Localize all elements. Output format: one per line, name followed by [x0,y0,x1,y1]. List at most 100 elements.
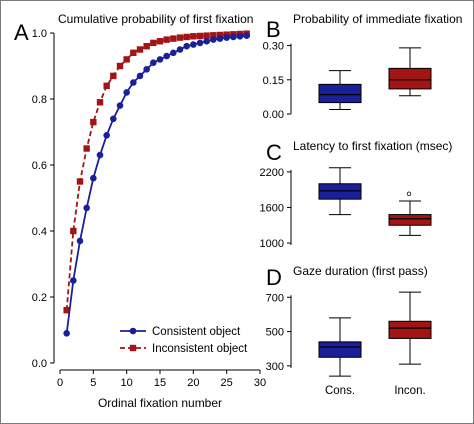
consistent-data-point [210,36,217,43]
panel-c-title: Latency to first fixation (msec) [293,139,452,153]
consistent-data-point [230,33,237,41]
consistent-data-point [103,132,110,139]
inconsistent-data-point [176,34,184,41]
y-tick-label: 700 [266,292,284,304]
y-tick-label: 500 [266,327,284,339]
x-tick-label: 10 [121,377,133,389]
inconsistent-data-point [156,38,164,45]
consistent-data-point [196,39,204,47]
x-tick-label: 20 [187,377,199,389]
x-tick-label: 5 [90,377,96,389]
legend-inconsistent-marker [129,344,137,352]
consistent-series-line [65,34,247,334]
panel-b-plot: 0.00 0.15 0.30 [263,41,432,121]
incon-outlier [406,191,412,197]
inconsistent-data-point [63,307,70,314]
consistent-data-point [163,52,170,60]
panel-a-letter: A [14,20,29,45]
inconsistent-data-point [103,82,110,89]
y-tick-label: 0.0 [32,358,47,370]
consistent-data-point [143,66,150,73]
legend-consistent-marker [129,327,137,335]
consistent-data-point [150,59,157,66]
consistent-data-point [170,49,177,57]
consistent-data-point [83,204,90,212]
panel-a-series [63,30,250,337]
inconsistent-data-point [143,43,150,50]
panel-c-letter: C [266,140,282,165]
consistent-data-point [183,42,190,50]
x-tick-label: 0 [57,377,63,389]
consistent-data-point [70,277,77,284]
panel-d-letter: D [266,265,282,290]
category-label-cons: Cons. [325,385,355,397]
incon-box [388,214,432,226]
panel-a: A Cumulative probability of first fixati… [14,12,266,410]
inconsistent-data-point [190,33,197,40]
consistent-data-point [243,32,250,39]
consistent-data-point [156,56,164,63]
cons-box [318,341,362,358]
y-tick-label: 0.2 [32,292,47,304]
panel-d-plot: 300 500 700 Cons. Incon. [266,291,432,397]
panel-a-axes: 0.0 0.2 0.4 0.6 0.8 1.0 0 5 10 15 20 25 30 [32,28,266,389]
panel-b-letter: B [266,17,281,42]
panel-b-title: Probability of immediate fixation [293,12,462,26]
y-tick-label: 0.8 [32,94,47,106]
incon-box [388,320,432,339]
consistent-data-point [190,41,197,48]
consistent-data-point [116,102,124,109]
consistent-data-point [90,174,97,182]
panel-d-title: Gaze duration (first pass) [293,264,428,278]
inconsistent-data-point [196,32,204,40]
inconsistent-data-point [96,99,104,106]
y-tick-label: 0.00 [263,109,284,121]
inconsistent-data-point [110,72,117,80]
consistent-data-point [123,89,130,96]
inconsistent-data-point [183,33,190,41]
panel-a-title: Cumulative probability of first fixation [58,12,253,26]
consistent-data-point [110,115,117,123]
inconsistent-data-point [203,32,210,39]
panel-b: B Probability of immediate fixation 0.00… [263,12,463,121]
inconsistent-data-point [90,118,97,126]
inconsistent-data-point [136,46,144,53]
consistent-data-point [96,151,104,159]
consistent-data-point [63,330,70,337]
inconsistent-data-point [130,49,137,56]
consistent-data-point [76,237,84,245]
inconsistent-series-line [65,32,247,311]
panel-a-x-axis-label: Ordinal fixation number [98,396,222,410]
inconsistent-data-point [83,145,90,152]
panel-c-plot: 1000 1600 2200 [260,167,432,250]
panel-c: C Latency to first fixation (msec) 10001… [260,139,453,250]
category-label-incon: Incon. [394,385,425,397]
consistent-data-point [176,46,184,53]
inconsistent-data-point [216,31,224,39]
y-tick-label: 300 [266,361,284,373]
inconsistent-data-point [116,62,124,70]
incon-box [388,67,432,90]
panel-d: D Gaze duration (first pass) 300 500 700 Co… [266,264,432,397]
x-tick-label: 25 [221,377,233,389]
y-tick-label: 1.0 [32,28,47,40]
inconsistent-data-point [76,178,84,185]
cons-box [318,83,362,104]
x-tick-label: 15 [154,377,166,389]
inconsistent-data-point [70,227,77,235]
inconsistent-data-point [210,32,217,39]
consistent-data-point [236,33,244,40]
x-tick-label: 30 [254,377,266,389]
inconsistent-data-point [163,36,170,43]
legend-consistent-label: Consistent object [152,326,241,338]
y-tick-label: 0.15 [263,75,284,87]
y-tick-label: 0.6 [32,160,47,172]
y-tick-label: 0.4 [32,226,47,238]
consistent-data-point [130,79,137,86]
consistent-data-point [136,72,144,80]
consistent-data-point [223,34,230,41]
y-tick-label: 1600 [260,202,284,214]
inconsistent-data-point [123,56,130,63]
